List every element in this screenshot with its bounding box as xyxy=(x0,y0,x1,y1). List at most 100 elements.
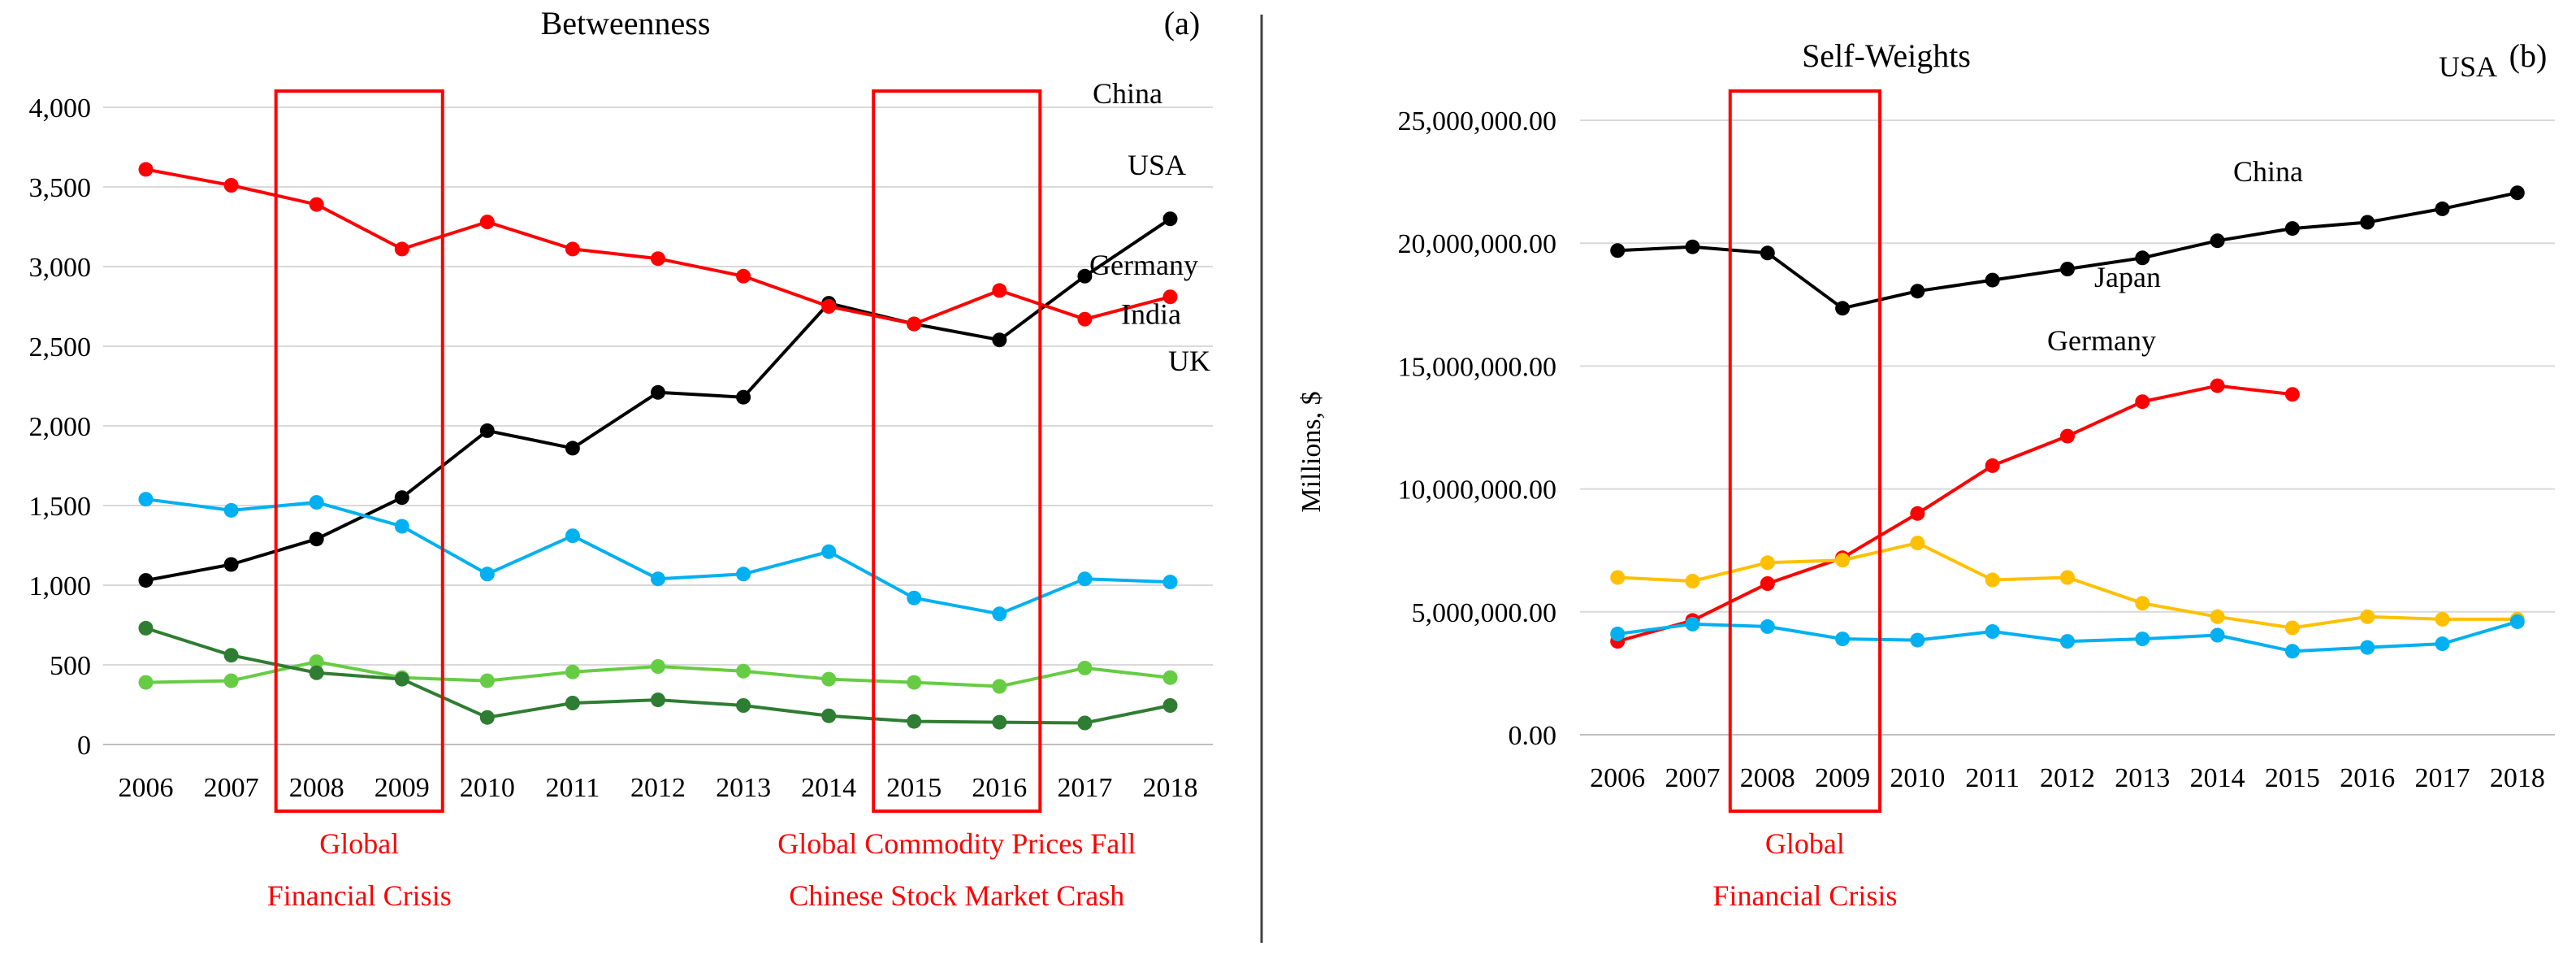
self-weights-point-usa xyxy=(1985,272,2000,288)
betweenness-y-tick-label: 4,000 xyxy=(29,93,92,124)
self-weights-point-china xyxy=(2135,394,2150,410)
self-weights-point-germany xyxy=(2284,644,2300,659)
self-weights-point-japan xyxy=(2060,570,2075,585)
self-weights-point-germany xyxy=(2360,640,2375,655)
self-weights-point-usa xyxy=(2360,215,2375,230)
self-weights-series-label-japan: Japan xyxy=(2094,261,2161,293)
self-weights-x-tick-label: 2008 xyxy=(1740,763,1795,793)
betweenness-panel-label: (a) xyxy=(1164,5,1200,41)
self-weights-point-usa xyxy=(1910,284,1925,299)
betweenness-point-india xyxy=(565,664,580,679)
self-weights-y-tick-label: 20,000,000.00 xyxy=(1398,229,1557,259)
betweenness-series-label-germany: Germany xyxy=(1089,249,1198,281)
self-weights-y-axis-label: Millions, $ xyxy=(1297,391,1327,512)
betweenness-x-tick-label: 2018 xyxy=(1142,773,1197,803)
self-weights-x-tick-label: 2016 xyxy=(2340,763,2395,793)
betweenness-point-india xyxy=(223,673,239,688)
self-weights-x-tick-label: 2013 xyxy=(2115,763,2170,793)
betweenness-point-india xyxy=(479,673,495,688)
self-weights-point-japan xyxy=(2435,611,2450,627)
betweenness-x-tick-label: 2010 xyxy=(460,773,515,803)
self-weights-point-japan xyxy=(1685,574,1700,588)
betweenness-point-uk xyxy=(479,710,495,725)
betweenness-point-uk xyxy=(821,708,837,723)
self-weights-series-label-china: China xyxy=(2233,155,2303,188)
betweenness-point-china xyxy=(1077,268,1093,284)
betweenness-y-tick-label: 2,000 xyxy=(29,412,92,442)
self-weights-point-germany xyxy=(1985,624,2000,639)
betweenness-point-germany xyxy=(736,566,751,582)
self-weights-x-tick-label: 2009 xyxy=(1815,763,1870,793)
self-weights-x-tick-label: 2011 xyxy=(1965,763,2020,793)
betweenness-point-uk xyxy=(223,648,239,663)
self-weights-panel-label: (b) xyxy=(2509,37,2548,74)
betweenness-line-uk xyxy=(145,626,1171,725)
betweenness-point-germany xyxy=(651,571,665,587)
self-weights-y-tick-label: 0.00 xyxy=(1509,721,1557,751)
self-weights-point-germany xyxy=(1835,632,1851,647)
betweenness-highlight-box xyxy=(872,89,1042,813)
self-weights-point-usa xyxy=(1760,245,1775,261)
betweenness-series-label-india: India xyxy=(1121,298,1181,331)
self-weights-line-china xyxy=(1617,384,2293,644)
betweenness-point-india xyxy=(1077,660,1093,675)
betweenness-y-tick-label: 0 xyxy=(77,731,91,761)
self-weights-point-china xyxy=(1910,506,1925,521)
betweenness-x-tick-label: 2008 xyxy=(289,773,344,803)
betweenness-x-tick-label: 2012 xyxy=(630,773,686,803)
betweenness-point-india xyxy=(907,675,922,690)
self-weights-x-tick-label: 2006 xyxy=(1590,763,1645,793)
self-weights-point-germany xyxy=(2135,632,2150,647)
betweenness-annotation-text: Chinese Stock Market Crash xyxy=(789,879,1124,912)
betweenness-x-tick-label: 2015 xyxy=(886,773,942,803)
betweenness-point-germany xyxy=(992,606,1007,622)
betweenness-point-china xyxy=(479,423,495,438)
betweenness-y-tick-label: 3,000 xyxy=(29,253,92,283)
betweenness-point-usa xyxy=(479,215,495,230)
self-weights-point-japan xyxy=(2360,609,2375,624)
self-weights-point-usa xyxy=(2135,250,2150,266)
betweenness-x-tick-label: 2016 xyxy=(972,773,1027,803)
betweenness-point-china xyxy=(394,490,409,506)
betweenness-point-usa xyxy=(394,241,409,257)
betweenness-point-germany xyxy=(1162,575,1178,590)
self-weights-point-germany xyxy=(2435,636,2450,652)
self-weights-point-germany xyxy=(1685,616,1700,632)
betweenness-point-india xyxy=(1162,670,1178,685)
betweenness-point-usa xyxy=(309,197,324,212)
betweenness-point-usa xyxy=(223,178,239,193)
betweenness-y-tick-label: 1,000 xyxy=(29,571,92,601)
betweenness-annotation-text: Financial Crisis xyxy=(267,879,452,912)
self-weights-series-label-germany: Germany xyxy=(2047,324,2156,357)
self-weights-point-china xyxy=(2284,387,2300,402)
self-weights-point-japan xyxy=(2210,609,2225,624)
self-weights-point-germany xyxy=(2509,614,2525,629)
self-weights-chart: 0.00 5,000,000.00 10,000,000.00 15,000,000.… xyxy=(1297,37,2555,912)
self-weights-point-usa xyxy=(2284,221,2300,237)
betweenness-x-tick-label: 2013 xyxy=(716,773,771,803)
betweenness-point-china xyxy=(1162,211,1178,227)
self-weights-y-tick-label: 5,000,000.00 xyxy=(1412,598,1557,628)
betweenness-point-usa xyxy=(138,162,154,177)
self-weights-point-china xyxy=(2210,378,2225,393)
betweenness-point-germany xyxy=(138,492,154,507)
self-weights-point-germany xyxy=(1610,627,1626,641)
self-weights-point-usa xyxy=(1685,239,1700,254)
self-weights-point-japan xyxy=(1985,572,2000,588)
self-weights-series-label-usa: USA xyxy=(2439,50,2497,83)
self-weights-point-usa xyxy=(1835,301,1851,316)
self-weights-point-china xyxy=(1760,576,1775,591)
self-weights-point-usa xyxy=(2509,185,2525,201)
betweenness-point-uk xyxy=(565,696,580,710)
betweenness-point-germany xyxy=(907,590,922,606)
self-weights-point-usa xyxy=(2435,201,2450,216)
betweenness-point-usa xyxy=(1162,289,1178,305)
betweenness-point-china xyxy=(651,384,665,400)
self-weights-annotation-text: Financial Crisis xyxy=(1712,879,1897,912)
betweenness-point-india xyxy=(651,659,665,674)
self-weights-point-japan xyxy=(1835,553,1851,568)
self-weights-point-japan xyxy=(1610,570,1626,585)
self-weights-x-tick-label: 2007 xyxy=(1665,763,1720,793)
